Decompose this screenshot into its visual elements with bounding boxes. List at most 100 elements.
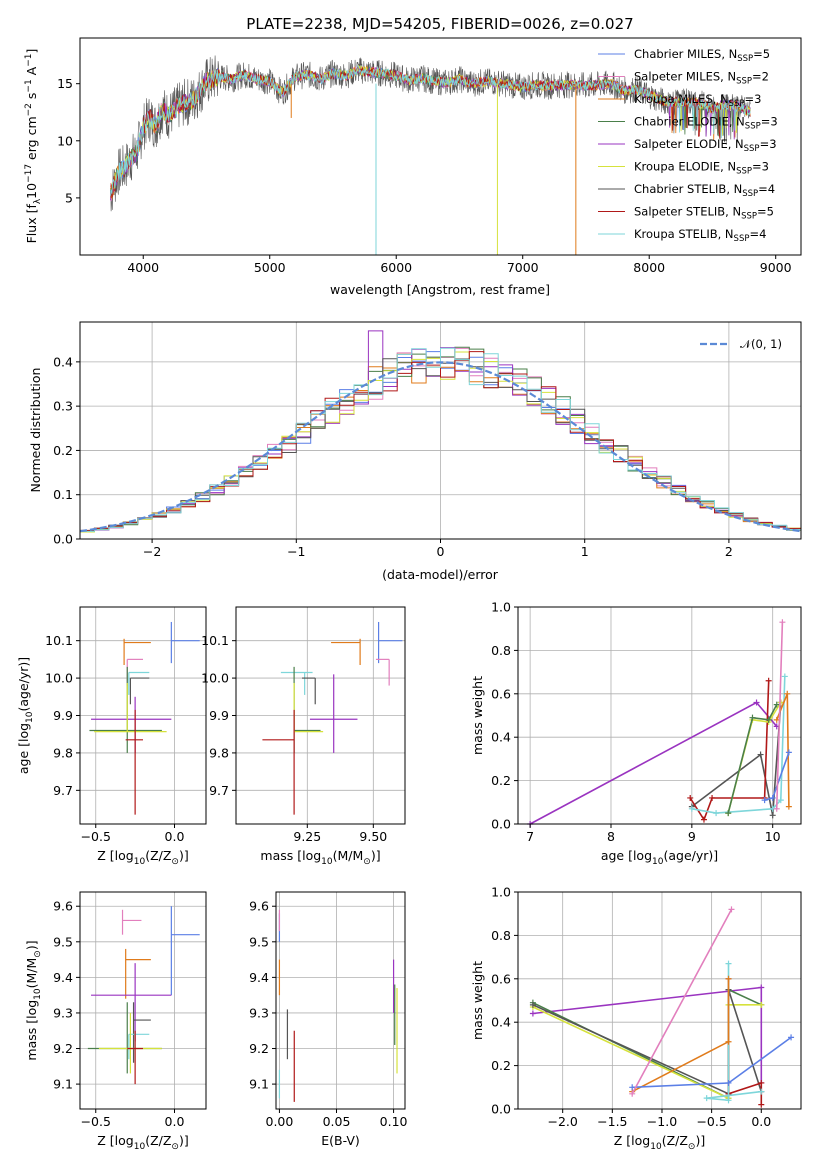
legend-text: Kroupa MILES, N xyxy=(634,92,729,106)
legend-value: =3 xyxy=(752,160,769,174)
x-tick-label: 7000 xyxy=(507,260,539,275)
y-tick-label: 10.1 xyxy=(201,633,229,648)
label-part: λ xyxy=(33,198,43,204)
legend-value: =3 xyxy=(760,137,777,151)
y-tick-label: 0.4 xyxy=(491,730,511,745)
spectrum-line xyxy=(110,64,751,196)
y-tick-label: 0.1 xyxy=(53,487,73,502)
legend-subscript: SSP xyxy=(742,189,758,199)
x-axis-label: Z [log10(Z/Z⊙)] xyxy=(614,1133,705,1152)
legend-subscript: SSP xyxy=(736,77,752,87)
weight-marker xyxy=(773,805,780,812)
legend-value: =2 xyxy=(752,70,769,84)
y-tick-label: 9.1 xyxy=(249,1077,269,1092)
legend-subscript: SSP xyxy=(745,122,761,132)
y-tick-label: 0.8 xyxy=(491,928,511,943)
weight-marker xyxy=(753,699,760,706)
y-tick-label: 10.0 xyxy=(45,671,73,686)
legend-text: Salpeter ELODIE, N xyxy=(634,137,744,151)
label-part: )] xyxy=(695,1133,705,1148)
label-part: )] xyxy=(371,848,381,863)
x-tick-label: 0.00 xyxy=(266,1114,294,1129)
legend-value: =4 xyxy=(749,227,766,241)
label-part: )] xyxy=(179,1133,189,1148)
x-tick-label: 5000 xyxy=(254,260,286,275)
label-part: −1 xyxy=(24,79,34,92)
x-axis-label: age [log10(age/yr)] xyxy=(601,848,718,867)
label-part: (Z/Z xyxy=(145,1133,171,1148)
weight-line xyxy=(691,702,782,816)
weight-marker xyxy=(769,812,776,819)
y-tick-label: 9.6 xyxy=(53,899,73,914)
x-tick-label: −2 xyxy=(143,544,161,559)
legend-text: Chabrier ELODIE, N xyxy=(634,115,745,129)
mass-vs-extinction-panel: 0.00 0.05 0.10 9.1 9.2 9.3 9.4 9.5 9.6 E(B-V) xyxy=(249,891,408,1148)
label-part: (Z/Z xyxy=(145,848,171,863)
x-tick-label: 9 xyxy=(688,829,696,844)
y-tick-label: 15 xyxy=(57,76,73,91)
label-part: s xyxy=(24,93,39,104)
x-axis-label: E(B-V) xyxy=(321,1133,360,1148)
y-tick-label: 0.0 xyxy=(53,532,73,547)
weight-marker xyxy=(758,1001,765,1008)
y-tick-label: 10 xyxy=(57,133,73,148)
plot-frame xyxy=(275,891,406,1110)
label-part: ⊙ xyxy=(363,857,371,867)
weight-marker xyxy=(725,960,732,967)
weight-marker xyxy=(725,1038,732,1045)
mass-vs-metallicity-panel: −0.5 0.09.19.29.39.49.59.6Z [log10(Z/Z⊙)]… xyxy=(24,891,207,1152)
spectrum-panel: 4000 5000 6000 7000 8000 9000 5 10 15 wavelength … xyxy=(24,37,802,297)
x-axis-label: Z [log10(Z/Z⊙)] xyxy=(97,848,188,867)
label-part: ⊙ xyxy=(171,1142,179,1152)
label-part: −2 xyxy=(24,103,34,116)
normal-curve xyxy=(79,361,802,533)
weight-marker xyxy=(703,1095,710,1102)
x-tick-label: 8000 xyxy=(633,260,665,275)
label-part: mass [log xyxy=(260,848,321,863)
label-part: 10 xyxy=(652,857,664,867)
x-tick-label: 9.25 xyxy=(293,829,321,844)
x-tick-label: −0.5 xyxy=(81,1114,111,1129)
x-tick-label: −1.5 xyxy=(597,1114,627,1129)
weight-marker xyxy=(725,1079,732,1086)
x-tick-label: 1 xyxy=(581,544,589,559)
y-tick-label: 0.3 xyxy=(53,399,73,414)
y-axis-label: age [log10(age/yr)] xyxy=(16,657,35,774)
x-tick-label: −1.0 xyxy=(647,1114,677,1129)
label-part: Z [log xyxy=(614,1133,650,1148)
label-part: 10 xyxy=(25,711,35,723)
x-tick-label: 4000 xyxy=(127,260,159,275)
label-part: (age/yr)] xyxy=(663,848,718,863)
weight-marker xyxy=(758,1101,765,1108)
weight-marker xyxy=(758,1079,765,1086)
label-part: ⊙ xyxy=(688,1142,696,1152)
weight-line xyxy=(727,704,778,814)
y-tick-label: 9.8 xyxy=(53,745,73,760)
legend-text: Chabrier STELIB, N xyxy=(634,182,742,196)
weight-marker xyxy=(725,1097,732,1104)
weight-marker xyxy=(529,1001,536,1008)
label-part: 10 xyxy=(134,857,146,867)
weight-marker xyxy=(765,716,772,723)
legend-entry: Salpeter STELIB, NSSP=5 xyxy=(634,205,774,222)
legend-entry: Chabrier STELIB, NSSP=4 xyxy=(634,182,775,199)
x-tick-label: −0.5 xyxy=(696,1114,726,1129)
label-part: ⊙ xyxy=(171,857,179,867)
x-tick-label: 2 xyxy=(725,544,733,559)
plot-frame xyxy=(517,606,802,825)
label-part: 10 xyxy=(24,183,39,199)
y-tick-label: 9.7 xyxy=(209,783,229,798)
residuals-panel: −2 −1 0 1 2 0.0 0.1 0.2 0.3 0.4 (data-model)/error… xyxy=(28,321,802,582)
x-tick-label: 0.05 xyxy=(323,1114,351,1129)
y-tick-label: 0.4 xyxy=(491,1015,511,1030)
weight-marker xyxy=(757,751,764,758)
y-tick-label: 9.7 xyxy=(53,783,73,798)
weight-marker xyxy=(769,794,776,801)
x-tick-label: 0.0 xyxy=(751,1114,771,1129)
weight-marker xyxy=(779,619,786,626)
weight-marker xyxy=(728,906,735,913)
label-part: )] xyxy=(24,940,39,950)
legend-entry: Salpeter MILES, NSSP=2 xyxy=(634,70,769,87)
weight-marker xyxy=(761,797,768,804)
